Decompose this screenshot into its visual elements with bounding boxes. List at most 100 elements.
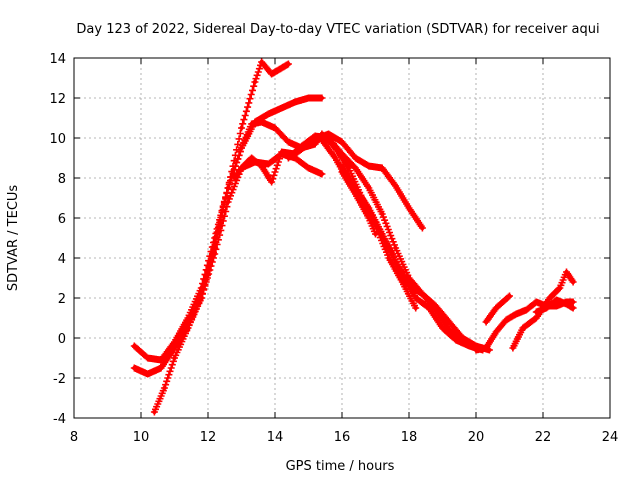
data-point [269,71,274,77]
data-point [366,215,371,221]
series-track-12 [509,268,577,352]
data-point [249,155,254,161]
data-point [339,169,345,175]
data-point [266,161,271,167]
series-markers [130,118,487,364]
data-point [286,139,291,145]
data-point [564,301,569,307]
data-point [534,309,539,315]
series-track-9 [338,168,379,238]
y-tick-label: 4 [58,252,66,267]
data-point [152,409,157,415]
data-point [493,305,499,311]
data-point [326,135,331,141]
y-tick-label: 0 [58,332,66,347]
x-axis-label: GPS time / hours [286,459,395,474]
data-point [272,125,278,131]
data-point [306,95,311,101]
data-point [259,119,264,125]
data-point [570,299,576,305]
data-point [239,125,244,131]
x-tick-label: 12 [200,430,217,445]
data-point [380,231,385,237]
data-point [339,139,345,145]
data-point [366,163,371,169]
data-point [514,311,519,317]
data-point [132,343,137,349]
data-point [393,245,398,251]
x-tick-label: 8 [70,430,78,445]
data-point [199,295,204,301]
data-point [493,329,499,335]
data-point [239,145,244,151]
plot-frame [73,57,611,419]
data-point [380,165,385,171]
data-point [199,285,204,291]
data-point [269,179,274,185]
data-point [333,155,338,161]
data-point [145,371,150,377]
x-tick-label: 10 [133,430,150,445]
x-tick-label: 18 [401,430,418,445]
data-point [279,149,284,155]
y-tick-label: 12 [49,92,66,107]
data-point [353,165,358,171]
data-point [339,151,345,157]
data-point [373,231,378,237]
x-tick-label: 14 [267,430,284,445]
data-point [319,95,325,101]
y-tick-label: 2 [58,292,66,307]
y-tick-label: 8 [58,172,66,187]
data-point [483,345,489,351]
data-point [420,225,425,231]
data-point [420,291,425,297]
data-point [460,339,465,345]
data-point [232,175,237,181]
data-point [162,385,167,391]
data-point [413,295,418,301]
data-point [366,185,371,191]
data-point [172,355,177,361]
data-point [406,205,412,211]
data-point [249,121,254,127]
data-point [353,191,358,197]
data-point [319,171,325,177]
data-point [259,59,264,65]
data-point [158,365,164,371]
data-point [252,79,258,85]
series-track-3 [130,118,487,364]
data-point [447,327,452,333]
data-point [380,211,385,217]
series-track-11 [482,292,513,326]
data-point [346,165,351,171]
data-layer [130,58,577,416]
x-tick-label: 22 [535,430,552,445]
data-point [393,183,398,189]
data-point [286,155,291,161]
data-point [447,319,452,325]
data-point [510,345,516,351]
data-point [339,163,345,169]
data-point [239,165,244,171]
data-point [564,269,569,275]
data-point [292,99,298,105]
y-axis-label: SDTVAR / TECUs [6,185,21,292]
x-tick-label: 20 [468,430,485,445]
data-point [433,307,438,313]
y-tick-label: 6 [58,212,66,227]
data-point [520,325,526,331]
y-tick-label: -4 [53,412,66,427]
y-tick-label: -2 [53,372,66,387]
data-point [393,259,398,265]
series-track-8 [338,162,480,352]
data-point [299,143,304,149]
data-point [406,283,412,289]
data-point [547,295,552,301]
data-point [158,357,164,363]
x-tick-label: 24 [602,430,619,445]
data-point [413,305,418,311]
data-point [554,297,559,303]
data-point [145,355,150,361]
